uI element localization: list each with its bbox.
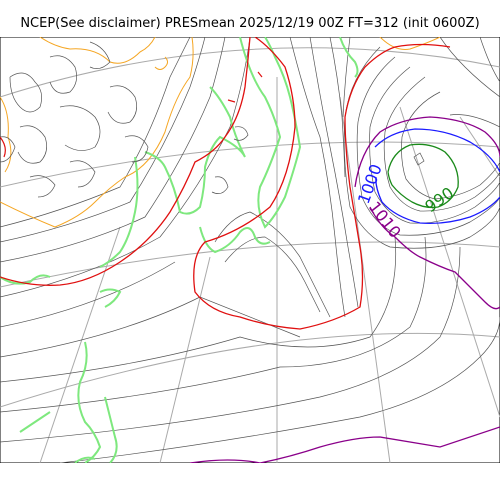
isobars (0, 36, 500, 464)
isobar-1010 (354, 116, 500, 310)
coastline (0, 36, 359, 464)
isobar-1020-eddy (0, 71, 263, 158)
isobar-1020 (0, 36, 451, 330)
isobar-1010-south (189, 426, 500, 464)
chart-title: NCEP(See disclaimer) PRESmean 2025/12/19… (20, 16, 480, 31)
terrain-texture (0, 41, 249, 198)
graticule (0, 47, 500, 464)
isobar-990 (387, 143, 459, 209)
pressure-map: 1000 990 1010 (0, 36, 500, 464)
isobar-990-inner (413, 152, 425, 166)
isobar-1000 (374, 128, 500, 225)
map-canvas: 1000 990 1010 (0, 36, 500, 464)
map-border (0, 36, 500, 464)
